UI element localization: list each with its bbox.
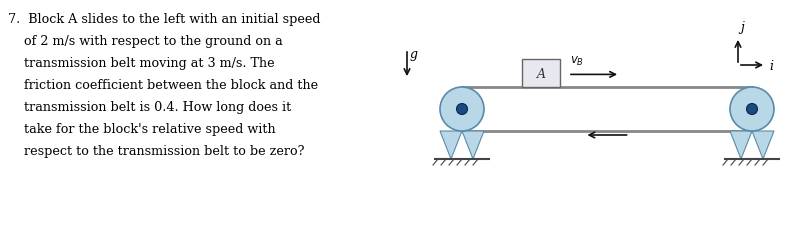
Bar: [522, 60, 560, 88]
Text: $v_B$: $v_B$: [570, 55, 584, 68]
Circle shape: [730, 88, 774, 131]
Text: friction coefficient between the block and the: friction coefficient between the block a…: [8, 79, 318, 92]
Text: transmission belt moving at 3 m/s. The: transmission belt moving at 3 m/s. The: [8, 57, 274, 70]
Text: 7.  Block A slides to the left with an initial speed: 7. Block A slides to the left with an in…: [8, 13, 321, 26]
Text: respect to the transmission belt to be zero?: respect to the transmission belt to be z…: [8, 144, 305, 157]
Text: transmission belt is 0.4. How long does it: transmission belt is 0.4. How long does …: [8, 101, 291, 114]
Circle shape: [457, 104, 467, 115]
Text: take for the block's relative speed with: take for the block's relative speed with: [8, 122, 276, 135]
Bar: [462, 88, 752, 131]
Text: of 2 m/s with respect to the ground on a: of 2 m/s with respect to the ground on a: [8, 35, 282, 48]
Polygon shape: [440, 131, 462, 159]
Text: j: j: [740, 21, 744, 34]
Polygon shape: [730, 131, 752, 159]
Polygon shape: [752, 131, 774, 159]
Circle shape: [746, 104, 758, 115]
Polygon shape: [462, 131, 484, 159]
Text: i: i: [769, 59, 773, 72]
Text: g: g: [410, 48, 418, 61]
Circle shape: [440, 88, 484, 131]
Text: A: A: [537, 67, 546, 80]
